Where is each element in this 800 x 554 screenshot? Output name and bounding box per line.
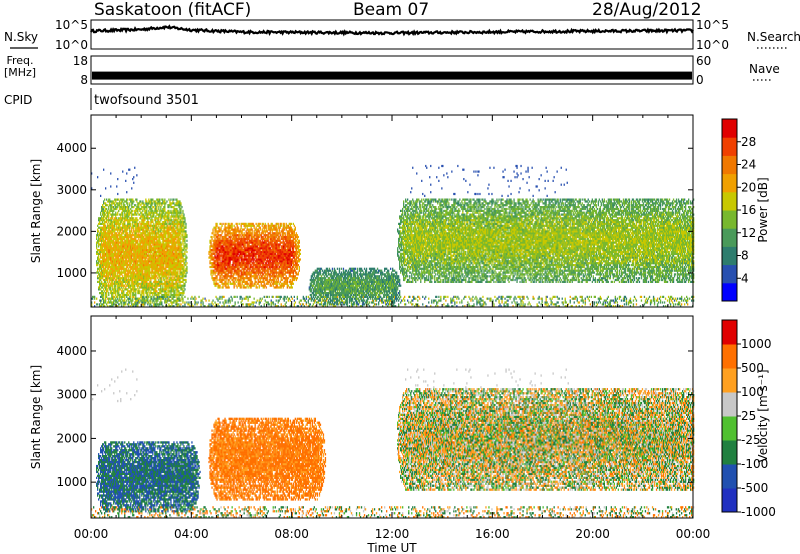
power-colorbar-cell bbox=[722, 137, 737, 156]
freq-panel-frame bbox=[91, 56, 693, 84]
power-heatmap-cells bbox=[91, 165, 694, 307]
noise-right-tick-top: 10^5 bbox=[696, 18, 729, 32]
power-colorbar-label: 16 bbox=[741, 203, 756, 217]
noise-right-tick-bottom: 10^0 bbox=[696, 38, 729, 52]
noise-left-tick-top: 10^5 bbox=[55, 18, 88, 32]
power-colorbar-label: 4 bbox=[741, 271, 749, 285]
velocity-ytick-label: 1000 bbox=[56, 475, 87, 489]
freq-left-tick-top: 18 bbox=[73, 54, 88, 68]
freq-right-tick-top: 60 bbox=[696, 54, 711, 68]
nave-label: Nave bbox=[749, 62, 780, 76]
freq-unit-label: [MHz] bbox=[4, 66, 36, 79]
power-colorbar-label: 24 bbox=[741, 158, 756, 172]
velocity-ytick-label: 2000 bbox=[56, 431, 87, 445]
power-colorbar-label: 20 bbox=[741, 180, 756, 194]
x-tick-label: 12:00 bbox=[375, 527, 410, 541]
velocity-colorbar-cell bbox=[722, 464, 737, 489]
velocity-colorbar-cell bbox=[722, 344, 737, 369]
nsky-label: N.Sky bbox=[4, 30, 38, 44]
velocity-colorbar-cell bbox=[722, 368, 737, 393]
velocity-colorbar-label: -1000 bbox=[741, 505, 776, 519]
power-ytick-label: 1000 bbox=[56, 266, 87, 280]
x-tick-label: 08:00 bbox=[274, 527, 309, 541]
velocity-colorbar-cell bbox=[722, 320, 737, 345]
velocity-heatmap-cells bbox=[91, 369, 694, 519]
velocity-ytick-label: 4000 bbox=[56, 344, 87, 358]
power-ytick-label: 2000 bbox=[56, 224, 87, 238]
power-colorbar-label: 28 bbox=[741, 135, 756, 149]
freq-right-tick-bottom: 0 bbox=[696, 73, 704, 87]
power-colorbar-label: 12 bbox=[741, 226, 756, 240]
power-colorbar-label: 8 bbox=[741, 249, 749, 263]
velocity-ytick-label: 3000 bbox=[56, 388, 87, 402]
program-label: twofsound 3501 bbox=[94, 93, 199, 108]
x-tick-label: 00:00 bbox=[676, 527, 711, 541]
power-colorbar-cell bbox=[722, 174, 737, 193]
noise-left-tick-bottom: 10^0 bbox=[55, 38, 88, 52]
nsearch-label: N.Search bbox=[747, 30, 800, 44]
freq-left-tick-bottom: 8 bbox=[80, 73, 88, 87]
velocity-colorbar-cell bbox=[722, 488, 737, 513]
velocity-colorbar-label: -500 bbox=[741, 481, 768, 495]
velocity-ylabel: Slant Range [km] bbox=[29, 365, 43, 469]
power-colorbar-cell bbox=[722, 228, 737, 247]
power-colorbar-cell bbox=[722, 192, 737, 211]
velocity-colorbar-title: Velocity [m s⁻¹] bbox=[756, 369, 770, 462]
power-ytick-label: 4000 bbox=[56, 141, 87, 155]
x-tick-label: 20:00 bbox=[575, 527, 610, 541]
cpid-label: CPID bbox=[4, 93, 32, 107]
power-colorbar-cell bbox=[722, 210, 737, 229]
power-colorbar-cell bbox=[722, 155, 737, 174]
velocity-colorbar-label: 1000 bbox=[741, 337, 772, 351]
x-tick-label: 00:00 bbox=[74, 527, 109, 541]
velocity-colorbar-cell bbox=[722, 440, 737, 465]
power-colorbar-title: Power [dB] bbox=[756, 177, 770, 242]
velocity-colorbar-cell bbox=[722, 416, 737, 441]
power-ylabel: Slant Range [km] bbox=[29, 159, 43, 263]
velocity-colorbar-cell bbox=[722, 392, 737, 417]
x-tick-label: 16:00 bbox=[475, 527, 510, 541]
power-colorbar-cell bbox=[722, 283, 737, 302]
noise-series-line bbox=[91, 26, 693, 34]
velocity-colorbar-label: 25 bbox=[741, 409, 756, 423]
x-axis-label: Time UT bbox=[366, 541, 417, 554]
power-ytick-label: 3000 bbox=[56, 183, 87, 197]
power-colorbar-cell bbox=[722, 265, 737, 284]
freq-series-band bbox=[92, 72, 692, 80]
power-colorbar-cell bbox=[722, 246, 737, 265]
radar-plot: 10^510^010^510^0N.Sky N.Search188600Freq.… bbox=[0, 0, 800, 554]
power-colorbar-cell bbox=[722, 119, 737, 138]
x-tick-label: 04:00 bbox=[174, 527, 209, 541]
